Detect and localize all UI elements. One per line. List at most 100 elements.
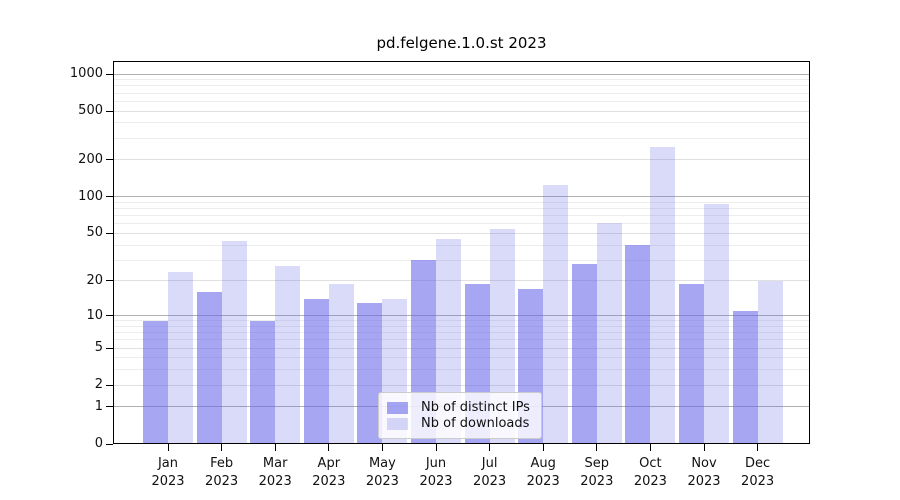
y-tick-label-50: 50	[86, 225, 103, 241]
gridline-y-3	[113, 369, 810, 371]
bar-nov-downloads	[704, 204, 729, 444]
y-tick-mark-1	[106, 406, 113, 408]
gridline-y-30	[113, 259, 810, 261]
bar-jan-distinct-ips	[143, 320, 168, 444]
x-tick-label-nov: Nov 2023	[676, 455, 732, 491]
bar-apr-distinct-ips	[303, 298, 329, 444]
gridline-y-600	[113, 100, 810, 102]
x-tick-month: Oct	[639, 456, 662, 471]
y-tick-mark-20	[106, 280, 113, 282]
x-tick-year: 2023	[419, 474, 453, 489]
x-tick-mark-dec	[757, 444, 759, 451]
y-tick-label-0: 0	[94, 436, 103, 451]
x-tick-label-sep: Sep 2023	[569, 455, 625, 491]
gridline-y-200	[113, 159, 810, 161]
x-tick-year: 2023	[151, 474, 185, 489]
legend-item-downloads: Nb of downloads	[387, 416, 533, 431]
bar-mar-distinct-ips	[250, 320, 276, 444]
x-tick-month: Jul	[481, 456, 498, 471]
chart-title: pd.felgene.1.0.st 2023	[376, 34, 547, 52]
x-tick-year: 2023	[526, 474, 560, 489]
legend: Nb of distinct IPs Nb of downloads	[378, 392, 542, 439]
x-tick-month: Aug	[530, 456, 556, 471]
bar-aug-downloads	[543, 185, 569, 444]
x-tick-mark-mar	[274, 444, 276, 451]
y-tick-label-5: 5	[94, 340, 103, 356]
gridline-y-5	[113, 347, 810, 349]
x-tick-mark-feb	[221, 444, 223, 451]
y-tick-label-2: 2	[94, 377, 103, 393]
legend-item-distinct-ips: Nb of distinct IPs	[387, 400, 533, 415]
x-tick-label-jul: Jul 2023	[462, 455, 518, 491]
gridline-y-800	[113, 85, 810, 87]
x-tick-month: Mar	[262, 456, 288, 471]
y-tick-label-100: 100	[78, 188, 103, 204]
x-tick-month: Dec	[745, 456, 771, 471]
gridline-y-60	[113, 223, 810, 225]
gridline-y-500	[113, 110, 810, 112]
x-tick-mark-aug	[542, 444, 544, 451]
y-tick-mark-500	[106, 110, 113, 112]
gridline-y-9	[113, 320, 810, 322]
y-tick-label-500: 500	[78, 103, 103, 119]
x-tick-mark-jan	[167, 444, 169, 451]
plot-area: 0 1 2 5 10 20 50 100 200 500 1000 Jan 2023 Feb 2023 Mar…	[70, 61, 810, 489]
gridline-y-300	[113, 137, 810, 139]
bar-feb-distinct-ips	[196, 292, 222, 444]
gridline-y-400	[113, 122, 810, 124]
y-tick-mark-200	[106, 159, 113, 161]
gridline-y-100	[113, 196, 810, 198]
bar-jan-downloads	[168, 271, 193, 444]
gridline-y-70	[113, 215, 810, 217]
bar-oct-distinct-ips	[625, 245, 651, 444]
bar-dec-distinct-ips	[732, 310, 758, 444]
x-tick-year: 2023	[741, 474, 775, 489]
x-tick-year: 2023	[312, 474, 346, 489]
x-tick-mark-may	[381, 444, 383, 451]
bar-dec-downloads	[757, 280, 783, 444]
y-tick-mark-10	[106, 315, 113, 317]
legend-label-distinct-ips: Nb of distinct IPs	[421, 400, 530, 415]
bar-nov-distinct-ips	[679, 283, 704, 444]
bars-layer	[113, 61, 810, 444]
x-tick-month: Sep	[584, 456, 610, 471]
x-tick-month: May	[368, 456, 396, 471]
x-tick-month: Apr	[317, 456, 341, 471]
x-tick-mark-jul	[489, 444, 491, 451]
x-tick-year: 2023	[687, 474, 721, 489]
x-tick-year: 2023	[365, 474, 399, 489]
x-tick-year: 2023	[473, 474, 507, 489]
x-tick-month: Jan	[157, 456, 179, 471]
gridline-y-50	[113, 232, 810, 234]
gridline-y-40	[113, 244, 810, 246]
x-tick-label-jan: Jan 2023	[140, 455, 196, 491]
gridline-y-700	[113, 92, 810, 94]
y-tick-mark-5	[106, 347, 113, 349]
y-tick-label-20: 20	[86, 272, 103, 288]
bar-apr-downloads	[328, 283, 354, 444]
gridline-y-6	[113, 339, 810, 341]
gridline-y-20	[113, 280, 810, 282]
x-tick-label-mar: Mar 2023	[247, 455, 303, 491]
y-tick-label-1000: 1000	[69, 66, 103, 81]
x-tick-month: Feb	[210, 456, 234, 471]
y-tick-label-200: 200	[78, 151, 103, 167]
bar-sep-distinct-ips	[571, 263, 597, 444]
x-tick-mark-jun	[435, 444, 437, 451]
bar-mar-downloads	[275, 265, 301, 444]
ticks-layer: 0 1 2 5 10 20 50 100 200 500 1000 Jan 2023 Feb 2023 Mar…	[70, 61, 810, 489]
x-tick-month: Jun	[425, 456, 447, 471]
y-tick-mark-0	[106, 443, 113, 445]
x-tick-month: Nov	[691, 456, 717, 471]
y-tick-mark-100	[106, 196, 113, 198]
x-tick-label-aug: Aug 2023	[515, 455, 571, 491]
y-tick-mark-2	[106, 384, 113, 386]
bar-oct-downloads	[650, 147, 676, 444]
x-tick-year: 2023	[205, 474, 239, 489]
gridline-y-80	[113, 208, 810, 210]
gridline-y-4	[113, 357, 810, 359]
gridline-y-10	[113, 315, 810, 317]
bar-sep-downloads	[596, 222, 622, 444]
x-tick-label-may: May 2023	[354, 455, 410, 491]
y-tick-label-10: 10	[86, 307, 103, 323]
